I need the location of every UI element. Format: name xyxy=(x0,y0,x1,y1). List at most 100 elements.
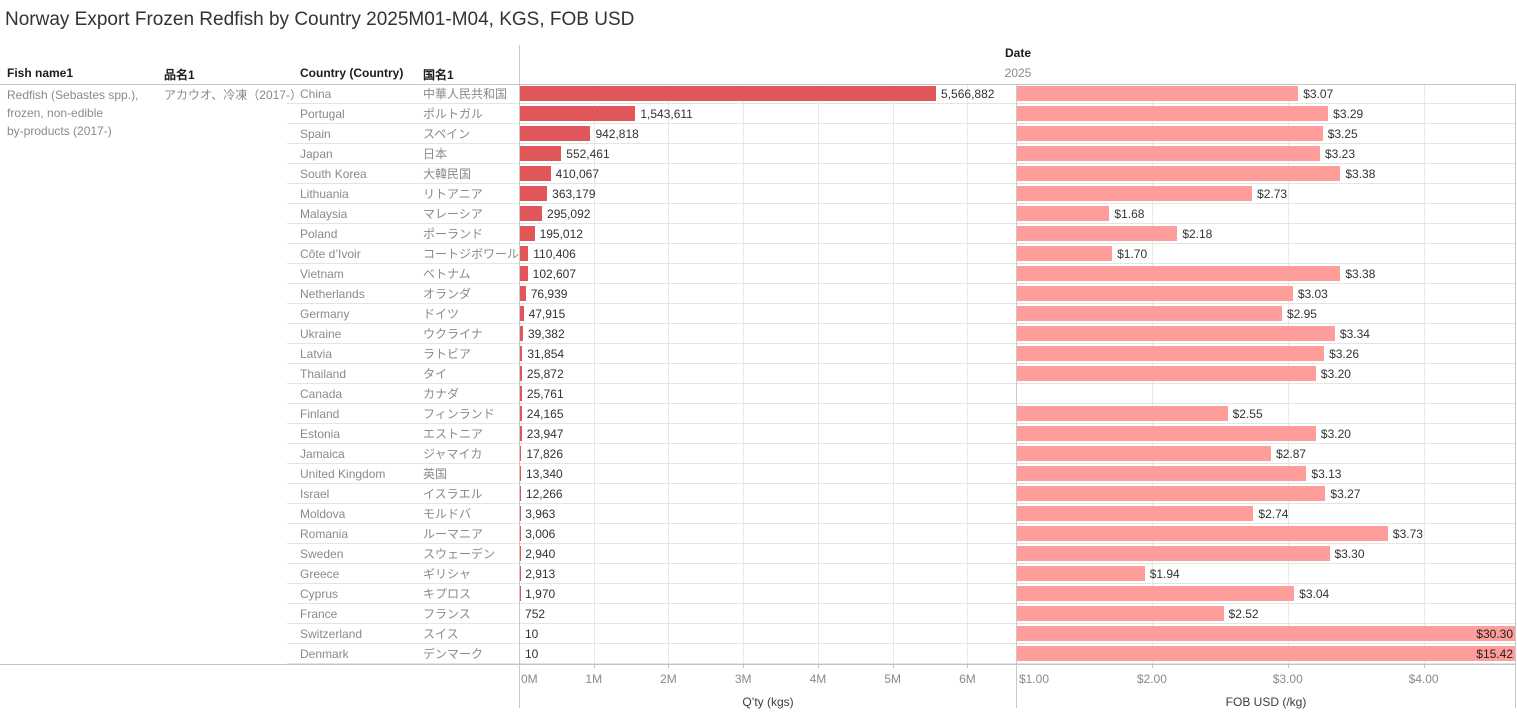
fob-bar[interactable] xyxy=(1017,506,1254,521)
fob-bar[interactable] xyxy=(1017,306,1282,321)
qty-bar[interactable] xyxy=(520,466,521,481)
fob-value-label: $3.03 xyxy=(1297,287,1328,301)
country-name-cell: Latvia xyxy=(300,347,333,361)
qty-axis-tick-label: 2M xyxy=(660,672,677,686)
fob-bar[interactable] xyxy=(1017,406,1228,421)
fob-value-label: $3.26 xyxy=(1329,347,1360,361)
qty-bar[interactable] xyxy=(520,106,636,121)
qty-axis-tick-label: 4M xyxy=(809,672,827,686)
qty-bar[interactable] xyxy=(520,306,524,321)
country-name-jp-cell: タイ xyxy=(423,367,448,381)
country-name-jp-cell: イスラエル xyxy=(423,487,483,501)
country-name-cell: Jamaica xyxy=(300,447,345,461)
qty-bar[interactable] xyxy=(520,346,523,361)
qty-bar[interactable] xyxy=(520,126,591,141)
fob-bar[interactable] xyxy=(1017,86,1299,101)
qty-bar[interactable] xyxy=(520,86,937,101)
qty-bar[interactable] xyxy=(520,406,522,421)
qty-gridline xyxy=(817,85,819,664)
qty-value-label: 942,818 xyxy=(595,127,639,141)
qty-value-label: 76,939 xyxy=(530,287,568,301)
qty-value-label: 410,067 xyxy=(555,167,600,181)
column-header-fish-name-jp: 品名1 xyxy=(164,68,195,82)
fob-bar[interactable] xyxy=(1017,126,1323,141)
qty-bar[interactable] xyxy=(520,486,521,501)
fob-bar[interactable] xyxy=(1017,626,1516,641)
fob-value-label: $1.68 xyxy=(1114,207,1145,221)
fob-value-label: $2.52 xyxy=(1228,607,1259,621)
qty-bar[interactable] xyxy=(520,146,562,161)
qty-bar[interactable] xyxy=(520,266,528,281)
qty-axis-tick xyxy=(668,664,670,668)
qty-bar[interactable] xyxy=(520,186,548,201)
country-name-jp-cell: フィンランド xyxy=(423,407,495,421)
qty-value-label: 47,915 xyxy=(528,307,566,321)
fob-bar[interactable] xyxy=(1017,206,1110,221)
country-name-jp-cell: リトアニア xyxy=(423,187,483,201)
row-divider xyxy=(287,203,1515,204)
row-divider xyxy=(287,163,1515,164)
fob-bar[interactable] xyxy=(1017,446,1272,461)
qty-value-label: 31,854 xyxy=(527,347,565,361)
fob-bar[interactable] xyxy=(1017,526,1388,541)
country-name-cell: Greece xyxy=(300,567,340,581)
table-row: United Kingdom 英国 13,340 $3.13 xyxy=(0,464,1516,484)
qty-value-label: 1,543,611 xyxy=(640,107,693,121)
fob-bar[interactable] xyxy=(1017,586,1295,601)
qty-value-label: 25,761 xyxy=(526,387,564,401)
fob-bar[interactable] xyxy=(1017,326,1335,341)
qty-bar[interactable] xyxy=(520,326,523,341)
fob-bar[interactable] xyxy=(1017,466,1307,481)
table-row: Japan 日本 552,461 $3.23 xyxy=(0,144,1516,164)
fob-bar[interactable] xyxy=(1017,166,1341,181)
qty-bar[interactable] xyxy=(520,426,522,441)
qty-bar[interactable] xyxy=(520,206,543,221)
fob-bar[interactable] xyxy=(1017,566,1145,581)
fob-bar[interactable] xyxy=(1017,246,1113,261)
qty-bar[interactable] xyxy=(520,166,551,181)
row-divider xyxy=(287,563,1515,564)
row-divider xyxy=(287,123,1515,124)
fob-bar[interactable] xyxy=(1017,226,1178,241)
country-name-cell: Vietnam xyxy=(300,267,344,281)
qty-axis-tick-label: 5M xyxy=(884,672,901,686)
fob-value-label: $3.38 xyxy=(1345,267,1376,281)
country-name-jp-cell: スウェーデン xyxy=(423,547,496,561)
fob-value-label: $2.55 xyxy=(1232,407,1263,421)
qty-bar[interactable] xyxy=(520,366,522,381)
fob-bar[interactable] xyxy=(1017,266,1341,281)
row-divider xyxy=(287,323,1515,324)
qty-bar[interactable] xyxy=(520,226,535,241)
fob-bar[interactable] xyxy=(1017,486,1326,501)
qty-bar[interactable] xyxy=(520,386,522,401)
fob-bar[interactable] xyxy=(1017,646,1516,661)
table-row: Switzerland スイス 10 $30.30 xyxy=(0,624,1516,644)
row-divider xyxy=(287,343,1515,344)
table-row: Côte d’Ivoir コートジボワール 110,406 $1.70 xyxy=(0,244,1516,264)
country-name-cell: Côte d’Ivoir xyxy=(300,247,361,261)
row-divider xyxy=(287,623,1515,624)
fob-bar[interactable] xyxy=(1017,106,1329,121)
qty-bar[interactable] xyxy=(520,246,529,261)
fob-bar[interactable] xyxy=(1017,186,1253,201)
fob-bar[interactable] xyxy=(1017,346,1325,361)
country-name-cell: Japan xyxy=(300,147,333,161)
row-divider xyxy=(287,443,1515,444)
qty-bar[interactable] xyxy=(520,446,522,461)
fob-bar[interactable] xyxy=(1017,606,1224,621)
fob-value-label: $3.73 xyxy=(1392,527,1423,541)
country-name-cell: Moldova xyxy=(300,507,346,521)
table-row: Greece ギリシャ 2,913 $1.94 xyxy=(0,564,1516,584)
qty-axis-tick xyxy=(593,664,595,668)
fob-bar[interactable] xyxy=(1017,286,1293,301)
country-name-jp-cell: ドイツ xyxy=(423,307,460,321)
qty-axis-tick xyxy=(817,664,819,668)
table-row: Denmark デンマーク 10 $15.42 xyxy=(0,644,1516,664)
fish-name-jp-cell: アカウオ、冷凍（2017-） xyxy=(164,88,302,102)
fob-bar[interactable] xyxy=(1017,546,1330,561)
qty-bar[interactable] xyxy=(520,286,526,301)
fob-bar[interactable] xyxy=(1017,426,1316,441)
column-header-country-jp: 国名1 xyxy=(423,68,454,82)
fob-bar[interactable] xyxy=(1017,366,1316,381)
fob-bar[interactable] xyxy=(1017,146,1320,161)
